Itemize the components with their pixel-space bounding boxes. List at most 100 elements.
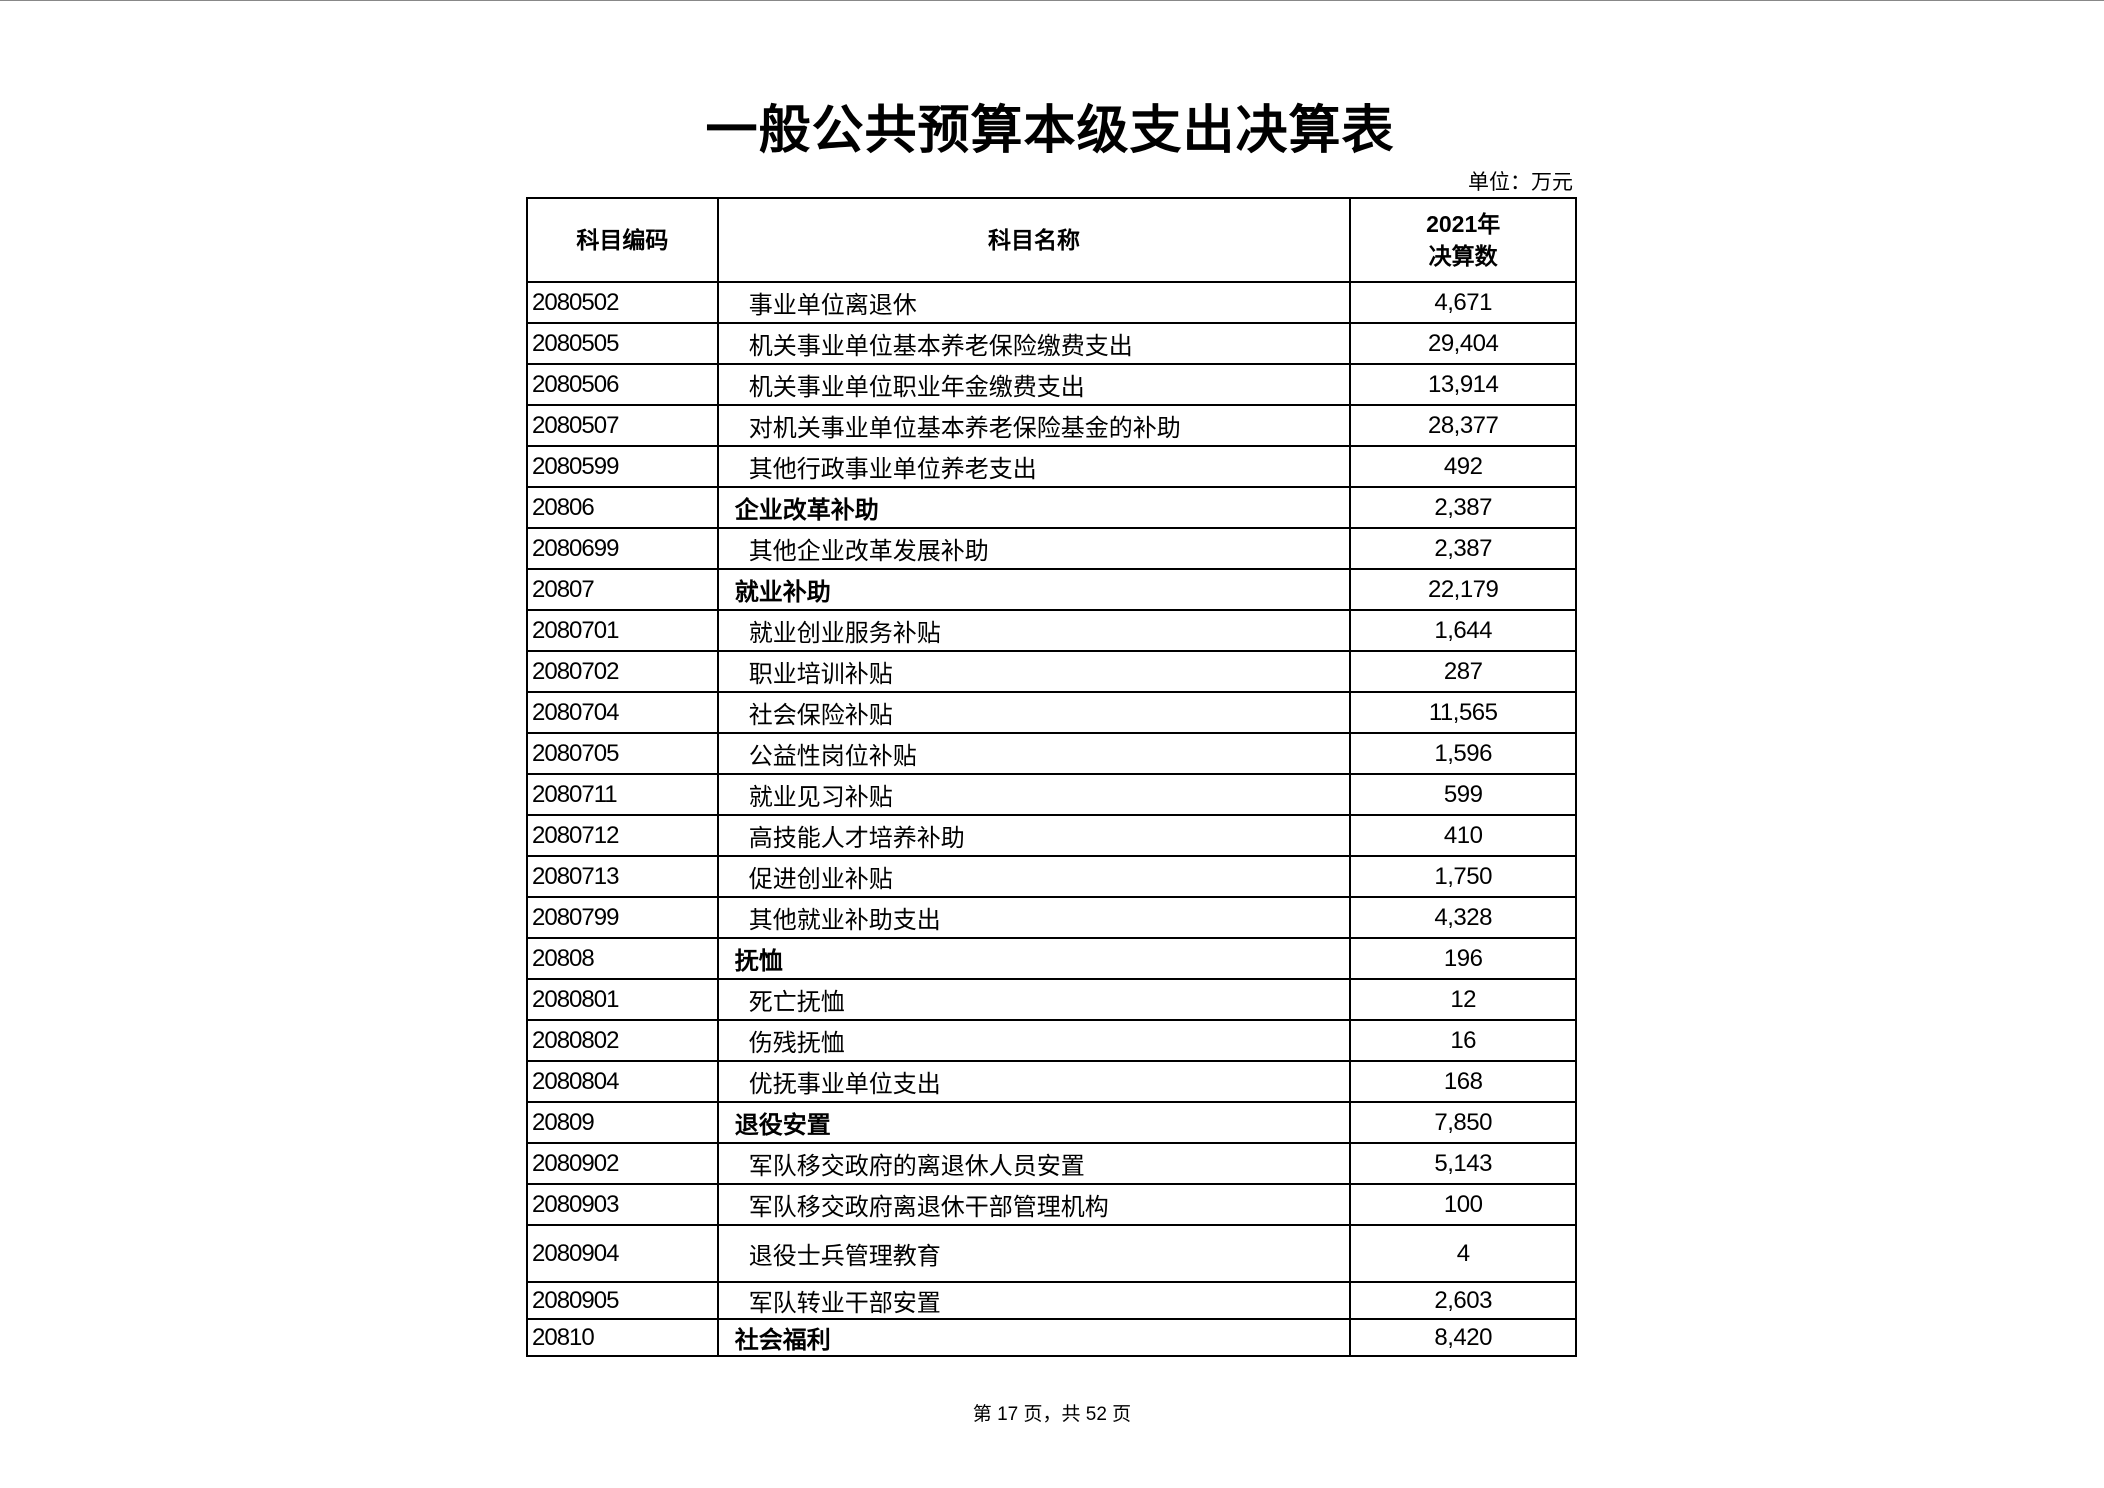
name-cell: 优抚事业单位支出	[716, 1060, 1352, 1103]
table-row: 2080904 退役士兵管理教育 4	[526, 1224, 1577, 1283]
table-row: 20808 抚恤 196	[526, 937, 1577, 980]
table-row: 20810 社会福利 8,420	[526, 1318, 1577, 1357]
table-row: 2080702 职业培训补贴 287	[526, 650, 1577, 693]
header-amount-year: 2021年	[1426, 211, 1501, 237]
table-row: 2080704 社会保险补贴 11,565	[526, 691, 1577, 734]
amount-cell: 492	[1349, 445, 1577, 488]
table-row: 2080711 就业见习补贴 599	[526, 773, 1577, 816]
name-cell: 企业改革补助	[716, 486, 1352, 529]
code-cell: 2080902	[526, 1142, 719, 1185]
name-cell: 职业培训补贴	[716, 650, 1352, 693]
name-cell: 高技能人才培养补助	[716, 814, 1352, 857]
table-row: 2080903 军队移交政府离退休干部管理机构 100	[526, 1183, 1577, 1226]
table-row: 2080712 高技能人才培养补助 410	[526, 814, 1577, 857]
amount-cell: 196	[1349, 937, 1577, 980]
amount-cell: 100	[1349, 1183, 1577, 1226]
amount-cell: 8,420	[1349, 1318, 1577, 1357]
page-title: 一般公共预算本级支出决算表	[705, 102, 1395, 160]
amount-cell: 1,596	[1349, 732, 1577, 775]
table-row: 2080502 事业单位离退休 4,671	[526, 281, 1577, 324]
code-cell: 2080502	[526, 281, 719, 324]
table-row: 2080801 死亡抚恤 12	[526, 978, 1577, 1021]
table-row: 2080599 其他行政事业单位养老支出 492	[526, 445, 1577, 488]
name-cell: 军队转业干部安置	[716, 1281, 1352, 1320]
table-row: 20807 就业补助 22,179	[526, 568, 1577, 611]
code-cell: 2080699	[526, 527, 719, 570]
amount-cell: 4,328	[1349, 896, 1577, 939]
table-row: 2080804 优抚事业单位支出 168	[526, 1060, 1577, 1103]
code-cell: 2080799	[526, 896, 719, 939]
code-cell: 2080712	[526, 814, 719, 857]
code-cell: 2080704	[526, 691, 719, 734]
amount-cell: 287	[1349, 650, 1577, 693]
amount-cell: 22,179	[1349, 568, 1577, 611]
code-cell: 2080802	[526, 1019, 719, 1062]
code-cell: 2080507	[526, 404, 719, 447]
amount-cell: 28,377	[1349, 404, 1577, 447]
table-row: 2080507 对机关事业单位基本养老保险基金的补助 28,377	[526, 404, 1577, 447]
table-row: 20809 退役安置 7,850	[526, 1101, 1577, 1144]
name-cell: 其他行政事业单位养老支出	[716, 445, 1352, 488]
code-cell: 2080599	[526, 445, 719, 488]
amount-cell: 11,565	[1349, 691, 1577, 734]
amount-cell: 5,143	[1349, 1142, 1577, 1185]
amount-cell: 4,671	[1349, 281, 1577, 324]
name-cell: 事业单位离退休	[716, 281, 1352, 324]
name-cell: 就业见习补贴	[716, 773, 1352, 816]
code-cell: 20810	[526, 1318, 719, 1357]
name-cell: 其他就业补助支出	[716, 896, 1352, 939]
table-row: 2080506 机关事业单位职业年金缴费支出 13,914	[526, 363, 1577, 406]
amount-cell: 1,644	[1349, 609, 1577, 652]
name-cell: 其他企业改革发展补助	[716, 527, 1352, 570]
code-cell: 2080701	[526, 609, 719, 652]
name-cell: 公益性岗位补贴	[716, 732, 1352, 775]
code-cell: 2080903	[526, 1183, 719, 1226]
amount-cell: 7,850	[1349, 1101, 1577, 1144]
name-cell: 社会福利	[716, 1318, 1352, 1357]
code-cell: 2080804	[526, 1060, 719, 1103]
name-cell: 就业补助	[716, 568, 1352, 611]
amount-cell: 2,387	[1349, 527, 1577, 570]
code-cell: 20809	[526, 1101, 719, 1144]
code-cell: 2080506	[526, 363, 719, 406]
amount-cell: 13,914	[1349, 363, 1577, 406]
code-cell: 20807	[526, 568, 719, 611]
table-row: 2080802 伤残抚恤 16	[526, 1019, 1577, 1062]
name-cell: 军队移交政府离退休干部管理机构	[716, 1183, 1352, 1226]
name-cell: 抚恤	[716, 937, 1352, 980]
amount-cell: 168	[1349, 1060, 1577, 1103]
header-amount-label: 决算数	[1428, 243, 1498, 269]
header-name: 科目名称	[716, 197, 1352, 283]
amount-cell: 4	[1349, 1224, 1577, 1283]
table-row: 2080705 公益性岗位补贴 1,596	[526, 732, 1577, 775]
name-cell: 机关事业单位基本养老保险缴费支出	[716, 322, 1352, 365]
table-row: 2080902 军队移交政府的离退休人员安置 5,143	[526, 1142, 1577, 1185]
name-cell: 退役士兵管理教育	[716, 1224, 1352, 1283]
amount-cell: 12	[1349, 978, 1577, 1021]
amount-cell: 1,750	[1349, 855, 1577, 898]
code-cell: 2080713	[526, 855, 719, 898]
name-cell: 伤残抚恤	[716, 1019, 1352, 1062]
name-cell: 促进创业补贴	[716, 855, 1352, 898]
header-code: 科目编码	[526, 197, 719, 283]
amount-cell: 599	[1349, 773, 1577, 816]
table-row: 2080699 其他企业改革发展补助 2,387	[526, 527, 1577, 570]
name-cell: 就业创业服务补贴	[716, 609, 1352, 652]
code-cell: 2080705	[526, 732, 719, 775]
unit-label: 单位：万元	[1468, 171, 1573, 194]
amount-cell: 29,404	[1349, 322, 1577, 365]
table-row: 2080701 就业创业服务补贴 1,644	[526, 609, 1577, 652]
code-cell: 2080702	[526, 650, 719, 693]
table-row: 2080713 促进创业补贴 1,750	[526, 855, 1577, 898]
code-cell: 20808	[526, 937, 719, 980]
table-header-row: 科目编码 科目名称 2021年决算数	[526, 197, 1577, 283]
budget-table: 科目编码 科目名称 2021年 决算数 2080502 事业单位离退休 4,671 20…	[526, 197, 1577, 1357]
name-cell: 军队移交政府的离退休人员安置	[716, 1142, 1352, 1185]
name-cell: 退役安置	[716, 1101, 1352, 1144]
table-row: 2080905 军队转业干部安置 2,603	[526, 1281, 1577, 1320]
code-cell: 20806	[526, 486, 719, 529]
table-row: 2080799 其他就业补助支出 4,328	[526, 896, 1577, 939]
code-cell: 2080904	[526, 1224, 719, 1283]
code-cell: 2080905	[526, 1281, 719, 1320]
table-row: 20806 企业改革补助 2,387	[526, 486, 1577, 529]
